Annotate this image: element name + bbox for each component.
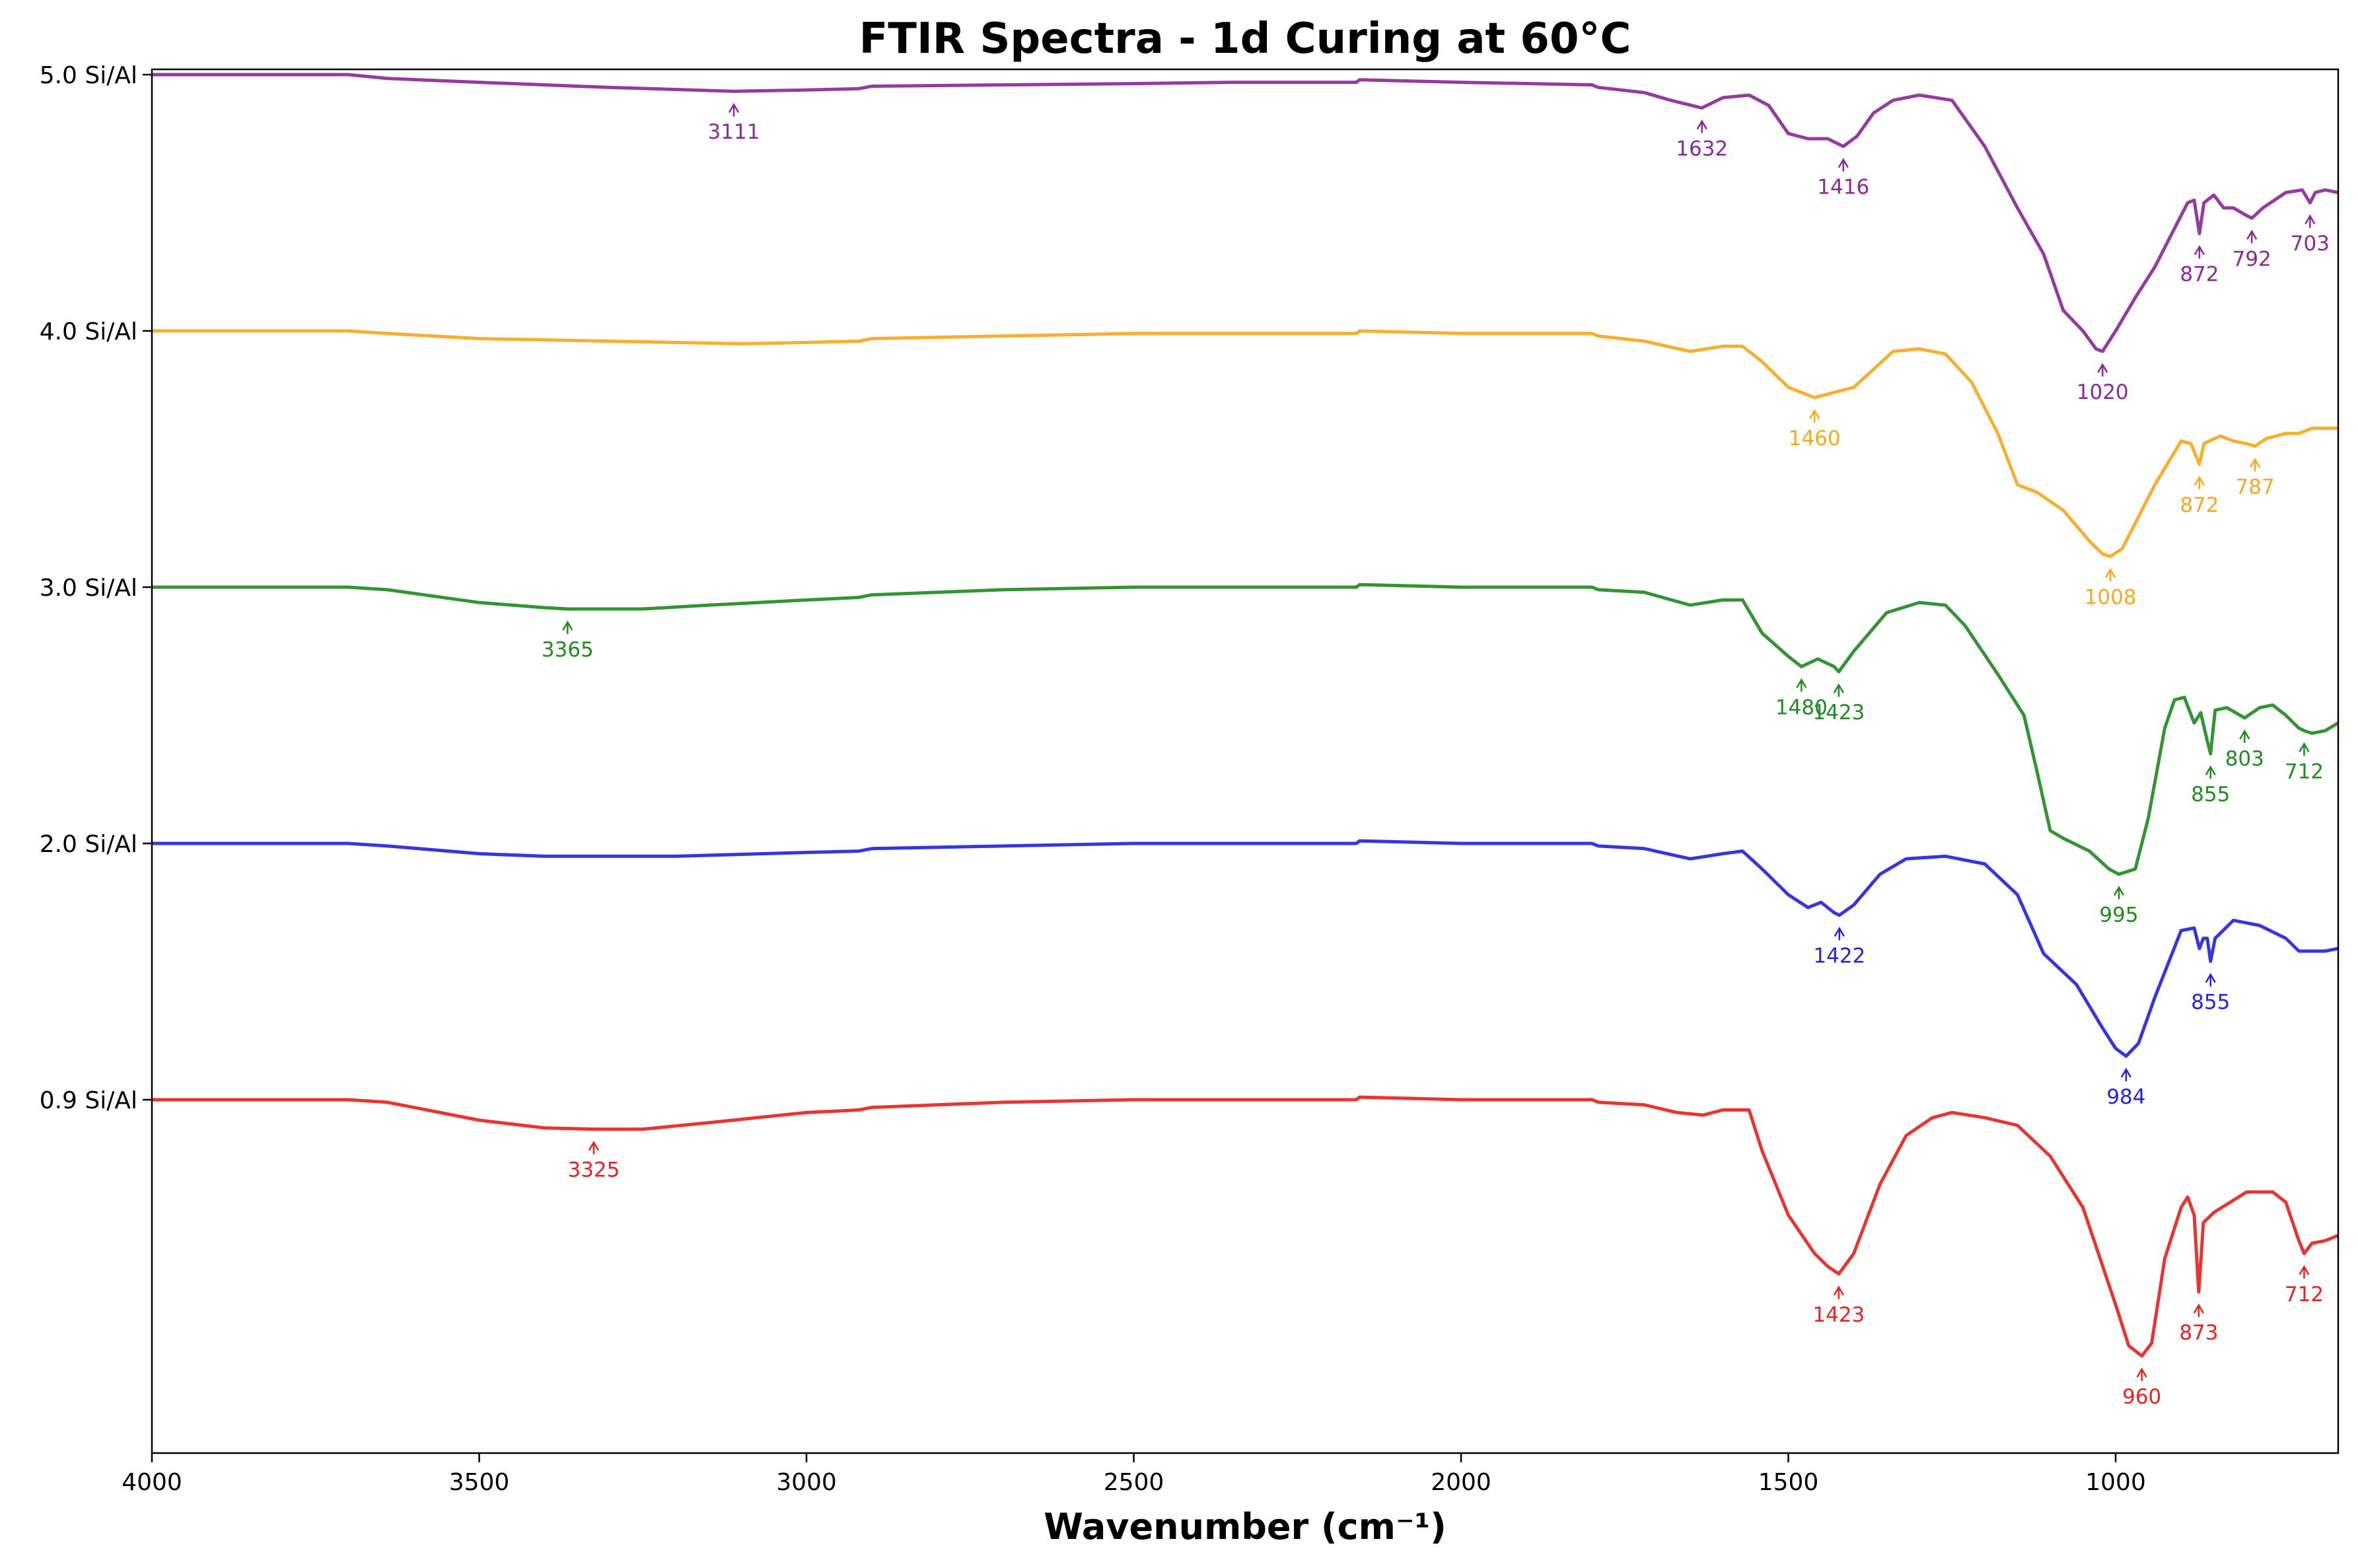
peak-label-3-0-si-al-3365: 3365 xyxy=(542,638,594,662)
series-line-3-0-si-al xyxy=(152,583,2338,876)
peak-label-5-0-si-al-703: 703 xyxy=(2291,232,2330,256)
y-tick-label-2-0-si-al: 2.0 Si/Al xyxy=(40,831,137,858)
peak-arrow-5-0-si-al-703 xyxy=(2304,214,2316,228)
peak-arrow-5-0-si-al-872 xyxy=(2194,245,2205,259)
series-line-5-0-si-al xyxy=(152,73,2338,353)
peak-arrow-5-0-si-al-1632 xyxy=(1696,119,1707,133)
peak-arrow-4-0-si-al-1460 xyxy=(1809,409,1820,423)
peak-arrow-0-9-si-al-873 xyxy=(2193,1303,2204,1317)
y-tick-label-4-0-si-al: 4.0 Si/Al xyxy=(40,318,137,345)
peak-label-5-0-si-al-1020: 1020 xyxy=(2077,380,2129,404)
peak-label-0-9-si-al-712: 712 xyxy=(2285,1283,2324,1306)
peak-label-3-0-si-al-1423: 1423 xyxy=(1812,701,1865,725)
peak-arrow-2-0-si-al-855 xyxy=(2205,972,2216,987)
peak-arrow-5-0-si-al-1416 xyxy=(1838,158,1849,172)
peak-label-3-0-si-al-855: 855 xyxy=(2191,783,2230,806)
series-line-4-0-si-al xyxy=(152,329,2338,558)
peak-label-4-0-si-al-787: 787 xyxy=(2236,476,2275,499)
peak-arrow-3-0-si-al-3365 xyxy=(562,620,573,634)
x-tick-label-2000: 2000 xyxy=(1431,1469,1491,1496)
y-tick-label-3-0-si-al: 3.0 Si/Al xyxy=(40,575,137,602)
peak-label-2-0-si-al-1422: 1422 xyxy=(1813,944,1865,968)
peak-arrow-3-0-si-al-1423 xyxy=(1833,683,1844,697)
plot-frame xyxy=(151,68,2340,1454)
peak-arrow-2-0-si-al-1422 xyxy=(1834,927,1845,941)
peak-label-5-0-si-al-792: 792 xyxy=(2233,247,2271,271)
peak-arrow-5-0-si-al-792 xyxy=(2246,229,2258,244)
peak-arrow-0-9-si-al-712 xyxy=(2299,1265,2310,1279)
peak-label-4-0-si-al-1008: 1008 xyxy=(2085,585,2137,609)
x-tick-label-4000: 4000 xyxy=(122,1469,182,1496)
peak-label-3-0-si-al-995: 995 xyxy=(2099,904,2138,927)
peak-arrow-3-0-si-al-1480 xyxy=(1796,678,1807,692)
y-tick-label-0-9-si-al: 0.9 Si/Al xyxy=(40,1087,137,1114)
peak-label-0-9-si-al-3325: 3325 xyxy=(567,1158,620,1182)
series-line-0-9-si-al xyxy=(152,1095,2338,1358)
peak-arrow-5-0-si-al-1020 xyxy=(2097,363,2108,377)
peak-label-2-0-si-al-855: 855 xyxy=(2191,990,2230,1014)
x-tick-label-3500: 3500 xyxy=(449,1469,510,1496)
peak-label-3-0-si-al-803: 803 xyxy=(2225,747,2264,771)
x-tick-label-1000: 1000 xyxy=(2085,1469,2146,1496)
peak-label-0-9-si-al-1423: 1423 xyxy=(1812,1303,1865,1327)
peak-arrow-3-0-si-al-712 xyxy=(2299,742,2310,756)
peak-arrow-2-0-si-al-984 xyxy=(2120,1067,2131,1082)
peak-label-3-0-si-al-712: 712 xyxy=(2285,760,2324,783)
x-tick-label-2500: 2500 xyxy=(1104,1469,1164,1496)
peak-label-5-0-si-al-872: 872 xyxy=(2180,263,2219,287)
peak-label-4-0-si-al-1460: 1460 xyxy=(1789,427,1841,450)
peak-arrow-3-0-si-al-995 xyxy=(2113,886,2125,900)
peak-label-2-0-si-al-984: 984 xyxy=(2106,1085,2145,1109)
x-tick-label-1500: 1500 xyxy=(1758,1469,1819,1496)
peak-arrow-3-0-si-al-803 xyxy=(2239,729,2250,743)
peak-arrow-5-0-si-al-3111 xyxy=(728,102,740,117)
peak-label-5-0-si-al-3111: 3111 xyxy=(708,120,760,144)
peak-label-5-0-si-al-1416: 1416 xyxy=(1817,176,1869,199)
peak-arrow-4-0-si-al-872 xyxy=(2194,476,2205,489)
x-axis-label: Wavenumber (cm⁻¹) xyxy=(1044,1506,1447,1548)
series-line-2-0-si-al xyxy=(152,839,2338,1058)
peak-arrow-3-0-si-al-855 xyxy=(2205,765,2216,779)
peak-label-4-0-si-al-872: 872 xyxy=(2180,493,2219,517)
y-tick-label-5-0-si-al: 5.0 Si/Al xyxy=(40,62,137,89)
plot-area: 4000 3500 3000 2500 2000 1500 1000 0.9 Si/Al 332… xyxy=(40,62,2340,1496)
peak-arrow-0-9-si-al-3325 xyxy=(588,1141,600,1155)
peak-arrow-0-9-si-al-960 xyxy=(2136,1367,2147,1381)
peak-label-3-0-si-al-1480: 1480 xyxy=(1775,695,1828,719)
peak-label-0-9-si-al-873: 873 xyxy=(2179,1321,2218,1345)
chart-title: FTIR Spectra - 1d Curing at 60°C xyxy=(859,15,1631,63)
peak-arrow-4-0-si-al-1008 xyxy=(2105,567,2116,582)
x-tick-label-3000: 3000 xyxy=(776,1469,837,1496)
peak-arrow-0-9-si-al-1423 xyxy=(1833,1285,1844,1299)
peak-label-5-0-si-al-1632: 1632 xyxy=(1676,137,1728,160)
peak-label-0-9-si-al-960: 960 xyxy=(2122,1385,2161,1409)
peak-arrow-4-0-si-al-787 xyxy=(2250,458,2261,472)
